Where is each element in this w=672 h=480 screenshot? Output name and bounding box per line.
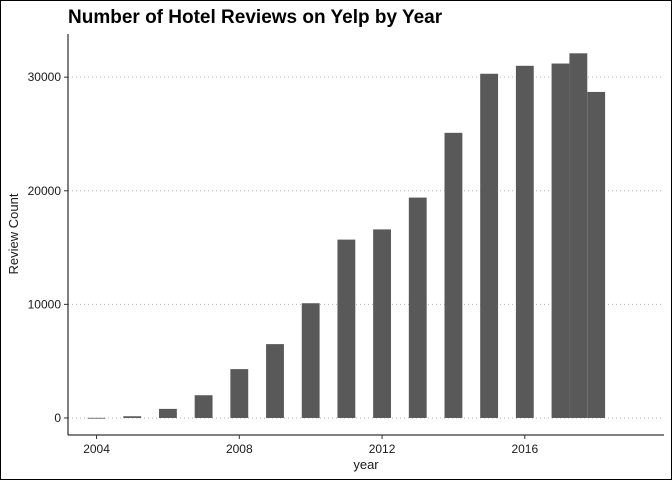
y-tick-label-3: 30000 [28,70,62,84]
y-tick-label-2: 20000 [28,184,62,198]
bar-7 [337,239,356,418]
chart-title: Number of Hotel Reviews on Yelp by Year [68,7,443,28]
bar-6 [301,303,320,418]
x-axis-ticks: 2004 2008 2012 2016 [83,435,538,456]
bar-4 [230,369,249,418]
bar-2 [159,408,177,418]
bar-1 [123,416,142,418]
bar-15 [587,91,606,418]
bar-0 [87,417,106,419]
bar-3 [194,395,213,418]
x-tick-label-1: 2008 [226,442,253,456]
bar-14 [569,53,588,418]
x-tick-label-0: 2004 [83,442,110,456]
x-tick-label-2: 2012 [369,442,396,456]
y-tick-label-1: 10000 [28,297,62,311]
y-axis-ticks: 0 10000 20000 30000 [28,70,68,425]
bar-9 [408,197,427,418]
bars [87,53,606,419]
bar-5 [266,344,284,418]
bar-8 [373,229,391,418]
bar-11 [480,73,499,418]
x-axis-label: year [353,457,379,472]
x-tick-label-3: 2016 [511,442,538,456]
y-tick-label-0: 0 [54,411,61,425]
bar-12 [515,65,534,418]
bar-10 [444,132,463,418]
bar-13 [551,63,570,418]
y-axis-label: Review Count [6,193,21,274]
